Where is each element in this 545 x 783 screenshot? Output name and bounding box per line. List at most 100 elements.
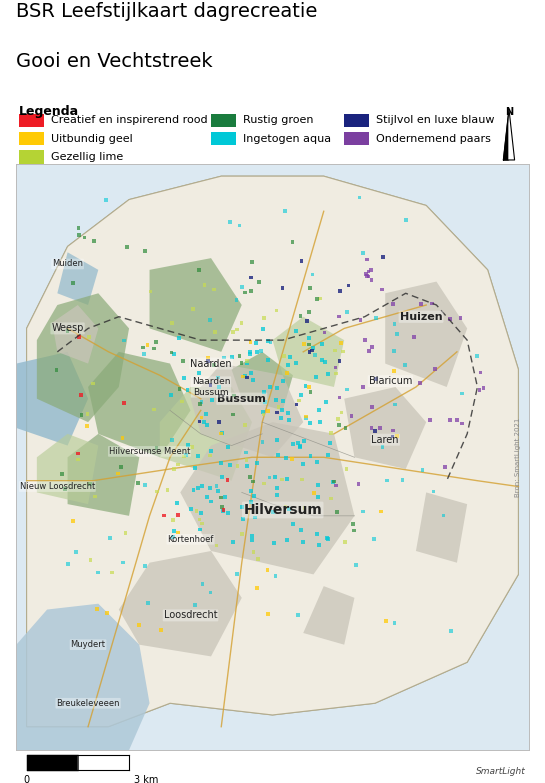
Point [58,467,66,480]
Point [119,334,128,347]
Point [113,467,122,480]
Text: Laren: Laren [372,435,399,445]
Point [264,608,272,620]
Point [228,351,237,363]
Point [367,421,376,434]
Point [160,510,168,522]
Point [418,464,427,477]
Point [247,366,256,379]
Point [367,274,376,287]
Point [305,338,313,351]
Point [108,566,117,579]
Polygon shape [16,164,529,750]
Text: Bussum: Bussum [217,394,266,404]
Point [189,484,198,496]
Point [146,285,155,298]
Polygon shape [344,387,426,469]
Point [261,396,270,409]
Point [278,395,287,407]
Point [228,536,237,548]
Point [264,405,272,417]
Point [426,413,434,426]
Point [85,478,94,490]
Text: BSR Leefstijlkaart dagrecreatie: BSR Leefstijlkaart dagrecreatie [16,2,318,21]
Point [354,478,363,490]
Point [246,496,255,508]
Point [106,532,114,544]
Point [390,365,398,377]
Point [331,479,340,492]
Point [297,254,306,267]
Point [174,332,183,345]
Point [271,569,280,582]
Point [69,514,77,527]
Point [359,381,367,394]
Point [215,381,223,393]
Text: Huizen: Huizen [399,312,443,322]
Point [202,408,210,420]
Point [311,348,319,361]
Text: Hilversumse Meent: Hilversumse Meent [109,447,190,456]
Point [71,546,80,558]
Point [277,473,286,485]
Point [263,564,272,576]
Point [196,507,205,519]
Text: Weesp: Weesp [51,323,84,334]
Point [359,505,368,518]
Point [178,355,187,367]
Point [259,323,268,336]
Point [322,395,330,408]
Point [75,229,83,241]
Point [217,427,226,439]
Point [197,411,206,424]
Point [219,505,228,518]
Point [207,496,216,508]
Point [216,428,225,440]
Point [458,388,467,400]
Polygon shape [180,422,354,575]
Point [217,456,226,469]
Point [371,424,379,437]
Text: Uitbundig geel: Uitbundig geel [51,134,133,144]
Point [398,474,407,486]
Point [238,528,246,540]
Point [64,557,72,570]
Point [238,280,246,293]
Polygon shape [504,110,509,160]
Point [167,346,176,359]
Point [372,373,380,385]
Point [205,314,214,327]
Point [183,384,192,396]
Point [297,524,306,536]
Point [84,331,93,344]
Point [288,438,297,451]
Point [238,513,247,525]
Point [364,270,373,283]
Point [378,283,386,296]
Text: N: N [505,106,513,117]
Point [331,367,340,380]
Polygon shape [272,316,344,387]
Point [316,416,324,428]
Point [68,276,77,289]
Point [355,191,364,204]
Point [335,310,343,323]
Point [271,471,280,484]
Polygon shape [385,282,467,387]
Text: Rustig groen: Rustig groen [243,115,314,125]
Point [252,582,261,594]
Point [249,546,258,558]
Point [168,434,177,446]
Text: Stijlvol en luxe blauw: Stijlvol en luxe blauw [377,115,495,125]
Text: Gooi en Vechtstreek: Gooi en Vechtstreek [16,52,213,70]
Point [259,312,268,324]
Point [299,536,307,548]
Point [391,399,399,411]
Point [388,430,397,442]
Point [282,452,290,464]
Point [378,251,387,263]
Point [203,355,212,367]
Point [456,312,465,324]
Point [299,458,307,471]
Point [365,345,373,357]
